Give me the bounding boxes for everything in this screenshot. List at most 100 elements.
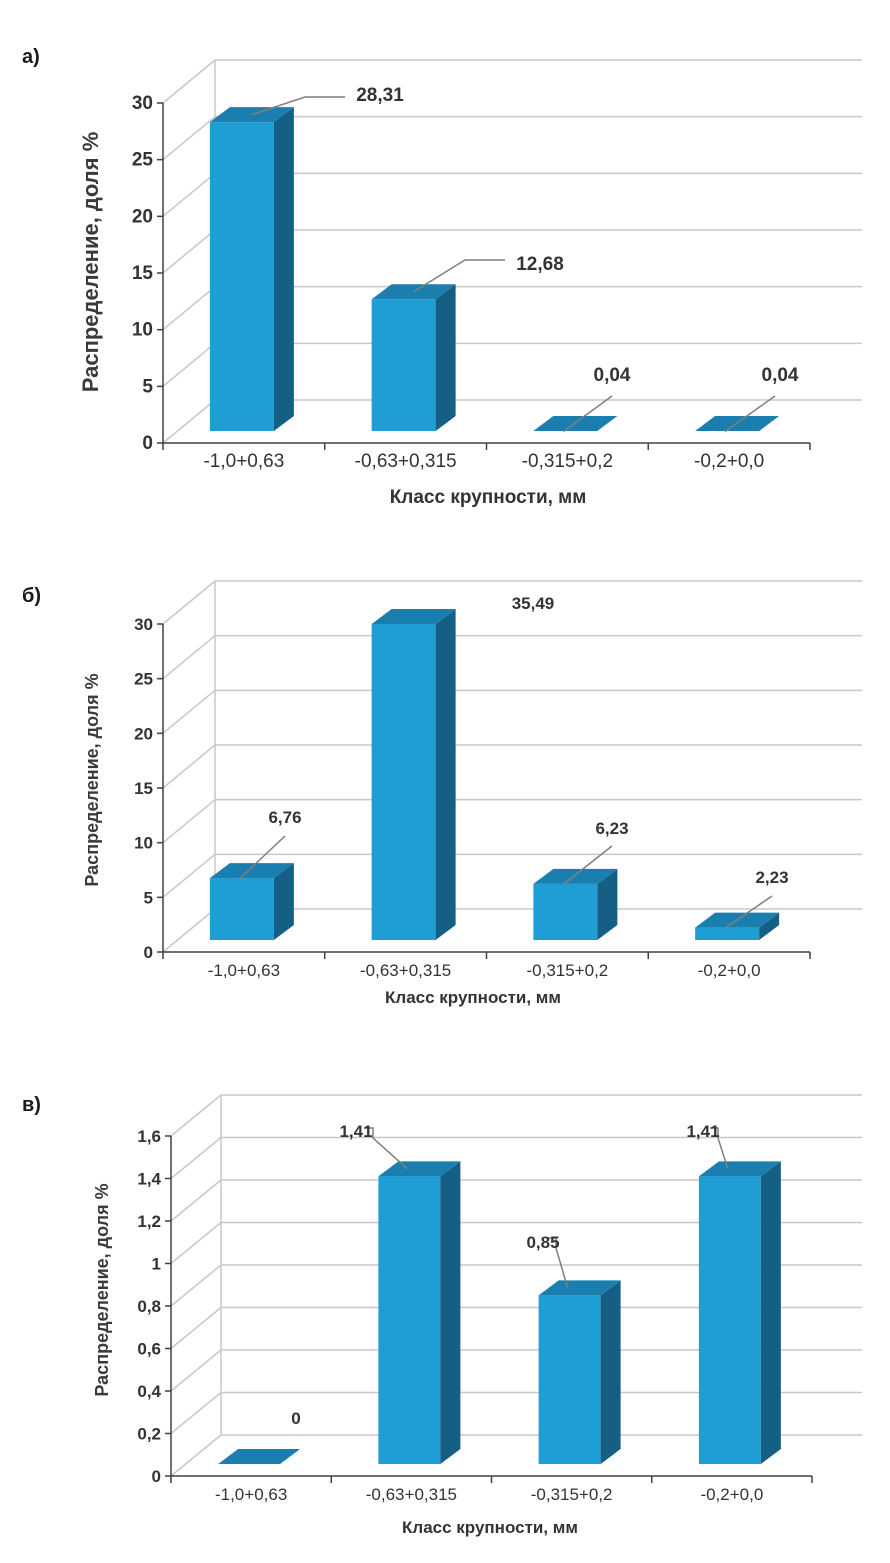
bar-side <box>273 107 294 432</box>
data-label: 28,31 <box>356 85 404 106</box>
y-tick-label: 0 <box>144 943 153 962</box>
gridline-slant <box>170 1434 222 1477</box>
data-label-leader <box>562 395 613 433</box>
data-label-leader <box>548 1237 569 1289</box>
bar-side <box>435 609 456 940</box>
y-tick-label: 1 <box>152 1255 161 1274</box>
gridline-slant <box>162 399 216 444</box>
bar-front <box>378 1176 441 1464</box>
x-tick-label: -1,0+0,63 <box>203 451 284 472</box>
y-tick-label: 30 <box>132 93 153 114</box>
gridline-slant <box>162 229 216 274</box>
y-tick-label: 20 <box>134 724 153 743</box>
x-tick-label: -0,2+0,0 <box>700 1485 763 1504</box>
chart-1: а) 0 5 10 15 20 25 30 -1,0+0,63 28,31 -0,63+0,315 1… <box>22 46 862 508</box>
data-label: 0,04 <box>762 365 799 386</box>
data-label-leader <box>239 835 286 880</box>
bar <box>695 912 780 940</box>
bar-side <box>759 912 780 940</box>
data-label: 0,04 <box>594 365 631 386</box>
bar-top <box>378 1161 461 1177</box>
x-tick-label: -0,315+0,2 <box>526 961 608 980</box>
panel-label: а) <box>22 46 40 68</box>
bar <box>209 863 294 940</box>
bar-side <box>435 284 456 431</box>
bar <box>209 107 294 432</box>
y-tick-label: 20 <box>132 206 153 227</box>
y-axis-title: Распределение, доля % <box>92 1183 112 1396</box>
bar <box>698 1161 781 1464</box>
x-axis-title: Класс крупности, мм <box>390 487 587 508</box>
data-label-leader <box>724 895 773 929</box>
gridline-slant <box>162 689 216 734</box>
data-label-leader <box>365 1127 408 1170</box>
gridline-slant <box>162 744 216 789</box>
gridline-slant <box>162 172 216 217</box>
data-label-leader <box>413 259 505 293</box>
bar-side <box>760 1161 781 1464</box>
bar <box>378 1161 461 1464</box>
y-tick-label: 25 <box>132 150 154 171</box>
chart-3: в) 0 0,2 0,4 0,6 0,8 1 1,2 1,4 1,6 -1,0+0,63 0 -0,63… <box>22 1094 862 1537</box>
y-tick-label: 0,2 <box>137 1425 161 1444</box>
gridline-slant <box>162 342 216 387</box>
x-tick-label: -0,2+0,0 <box>698 961 761 980</box>
y-tick-label: 0 <box>142 433 153 454</box>
x-axis-title: Класс крупности, мм <box>385 988 561 1007</box>
gridline-slant <box>170 1094 222 1137</box>
y-tick-label: 5 <box>144 888 153 907</box>
y-tick-label: 1,4 <box>137 1170 161 1189</box>
y-tick-label: 5 <box>142 376 153 397</box>
y-tick-label: 1,6 <box>137 1127 161 1146</box>
data-label: 1,41 <box>686 1122 719 1141</box>
y-tick-label: 15 <box>134 779 153 798</box>
bar <box>533 868 618 940</box>
bar-side <box>600 1280 621 1464</box>
gridline-slant <box>170 1264 222 1307</box>
gridline-slant <box>170 1136 222 1180</box>
gridline-slant <box>170 1179 222 1222</box>
gridline-slant <box>170 1221 222 1265</box>
bar-front <box>209 878 274 940</box>
gridline-slant <box>162 853 216 898</box>
bar-side <box>273 863 294 940</box>
bar-side <box>597 868 618 940</box>
data-label-leader <box>724 395 776 433</box>
y-tick-label: 1,2 <box>137 1212 161 1231</box>
data-label: 6,76 <box>268 808 301 827</box>
bar-front <box>695 927 760 940</box>
y-tick-label: 30 <box>134 615 153 634</box>
panel-label: б) <box>22 585 41 607</box>
y-tick-label: 15 <box>132 263 154 284</box>
data-label: 1,41 <box>339 1122 372 1141</box>
bar-front <box>371 624 436 940</box>
x-tick-label: -0,315+0,2 <box>531 1485 613 1504</box>
y-tick-label: 0 <box>152 1467 161 1486</box>
bar-top <box>698 1161 781 1177</box>
gridline-slant <box>170 1391 222 1435</box>
bar-front <box>209 122 274 432</box>
data-label-leader <box>710 1127 729 1170</box>
x-axis-title: Класс крупности, мм <box>402 1518 578 1537</box>
bar-front <box>533 883 598 940</box>
y-tick-label: 0,6 <box>137 1340 161 1359</box>
x-tick-label: -0,63+0,315 <box>360 961 451 980</box>
y-axis-title: Распределение, доля % <box>78 132 103 393</box>
x-tick-label: -0,63+0,315 <box>366 1485 457 1504</box>
gridline-slant <box>162 59 216 104</box>
y-tick-label: 0,8 <box>137 1297 161 1316</box>
panel-label: в) <box>22 1094 41 1116</box>
bar <box>218 1449 301 1464</box>
gridline-slant <box>170 1306 222 1350</box>
gridline-slant <box>162 799 216 844</box>
y-axis-title: Распределение, доля % <box>82 673 102 886</box>
bar <box>371 284 456 431</box>
data-label: 2,23 <box>755 868 788 887</box>
bar <box>371 609 456 940</box>
bar-side <box>440 1161 461 1464</box>
y-tick-label: 10 <box>132 320 153 341</box>
bar-top <box>371 609 456 624</box>
gridline-slant <box>162 286 216 331</box>
x-tick-label: -0,63+0,315 <box>355 451 457 472</box>
